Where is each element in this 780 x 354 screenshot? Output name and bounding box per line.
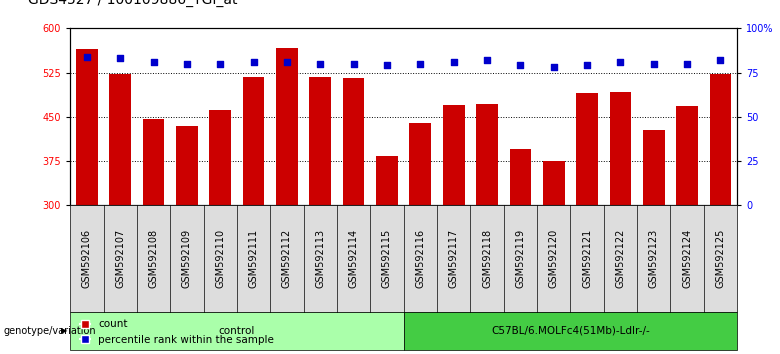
Text: GSM592116: GSM592116 [415,229,425,288]
Bar [576,93,598,205]
Point [347,61,360,67]
Bar [209,110,231,205]
Bar [443,105,465,205]
Text: GSM592108: GSM592108 [148,229,158,288]
Text: GSM592124: GSM592124 [682,229,692,288]
Bar [376,156,398,205]
Bar [243,77,264,205]
Point [80,54,93,59]
Point [214,61,226,67]
Bar [109,74,131,205]
Legend: count, percentile rank within the sample: count, percentile rank within the sample [76,315,278,349]
Text: GSM592106: GSM592106 [82,229,92,288]
Bar [476,104,498,205]
Bar [543,161,565,205]
Bar [509,149,531,205]
Text: GSM592119: GSM592119 [516,229,526,288]
Text: GSM592123: GSM592123 [649,229,659,288]
Point [614,59,626,65]
Text: GSM592115: GSM592115 [382,229,392,288]
Point [714,57,727,63]
Text: GSM592112: GSM592112 [282,229,292,288]
Text: GSM592120: GSM592120 [548,229,558,288]
Point [681,61,693,67]
Text: genotype/variation: genotype/variation [4,326,97,336]
Text: GSM592125: GSM592125 [715,229,725,288]
Bar [342,79,364,205]
Text: ▶: ▶ [61,326,67,336]
Text: GSM592113: GSM592113 [315,229,325,288]
Text: GSM592122: GSM592122 [615,229,626,288]
Point [181,61,193,67]
Point [448,59,460,65]
Bar [710,74,732,205]
Bar [609,92,631,205]
Bar [643,130,665,205]
Bar [276,48,298,205]
Point [647,61,660,67]
Text: control: control [218,326,255,336]
Point [514,63,526,68]
Point [381,63,393,68]
Text: GSM592107: GSM592107 [115,229,126,288]
Point [114,56,126,61]
Point [414,61,427,67]
Point [314,61,327,67]
Point [548,64,560,70]
Point [480,57,493,63]
Text: C57BL/6.MOLFc4(51Mb)-Ldlr-/-: C57BL/6.MOLFc4(51Mb)-Ldlr-/- [491,326,650,336]
Text: GSM592114: GSM592114 [349,229,359,288]
Bar [176,126,198,205]
Bar [676,106,698,205]
Text: GSM592110: GSM592110 [215,229,225,288]
Point [581,63,594,68]
Text: GSM592121: GSM592121 [582,229,592,288]
Text: GDS4527 / 100109886_TGI_at: GDS4527 / 100109886_TGI_at [28,0,237,7]
Text: GSM592117: GSM592117 [448,229,459,288]
Text: GSM592109: GSM592109 [182,229,192,288]
Bar [310,77,332,205]
Bar [76,49,98,205]
Text: GSM592118: GSM592118 [482,229,492,288]
Point [247,59,260,65]
Point [281,59,293,65]
Point [147,59,160,65]
Bar [410,123,431,205]
Bar [143,119,165,205]
Text: GSM592111: GSM592111 [249,229,259,288]
